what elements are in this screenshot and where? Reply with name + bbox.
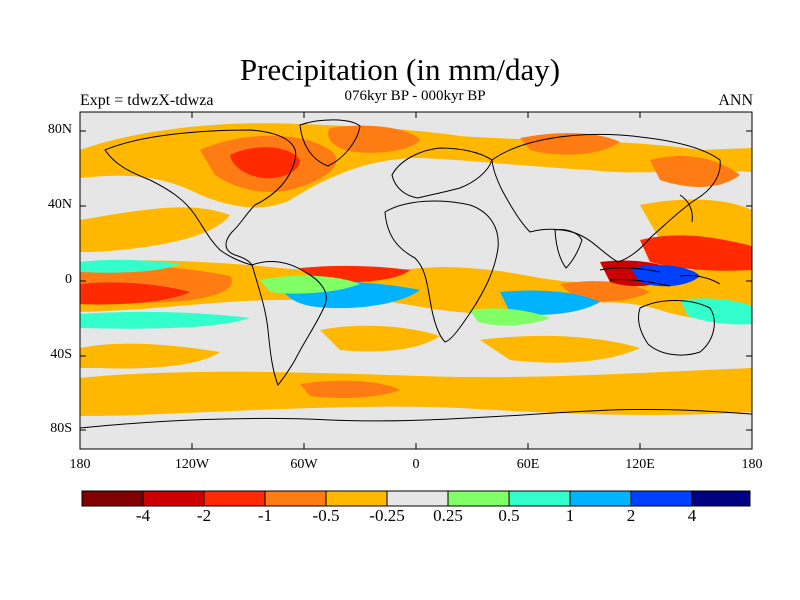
- colorbar-label: 0.5: [498, 506, 520, 525]
- colorbar-box-7: [508, 490, 571, 507]
- colorbar-box-4: [325, 490, 388, 507]
- tropical-dry-belt: [80, 258, 752, 320]
- asia-outline: [491, 133, 721, 263]
- southern-ocean-dry-band: [80, 368, 752, 416]
- lon-label-0: 0: [412, 457, 420, 472]
- north-america-outline: [104, 129, 297, 266]
- colorbar-label: -0.5: [312, 506, 340, 525]
- colorbar-box-3: [264, 490, 327, 507]
- greenland-outline: [299, 119, 361, 167]
- colorbar-label: 0.25: [433, 506, 463, 525]
- colorbar-box-1: [142, 490, 205, 507]
- lon-label-180-left: 180: [69, 457, 91, 472]
- lat-label-40s: 40S: [50, 347, 72, 362]
- indonesia-outline: [599, 267, 721, 287]
- west-pacific-dry-core: [640, 235, 752, 271]
- africa-outline: [384, 200, 499, 343]
- atlantic-wet-margin: [260, 275, 360, 294]
- colorbar-box-0: [81, 490, 144, 507]
- west-pacific-wet: [630, 265, 700, 287]
- colorbar-label: -1: [257, 506, 273, 525]
- colorbar-box-9: [630, 490, 693, 507]
- colorbar-label: 4: [687, 506, 697, 525]
- colorbar-box-6: [447, 490, 510, 507]
- lon-label-120e: 120E: [625, 457, 655, 472]
- continent-outlines: [80, 119, 752, 429]
- lat-label-0: 0: [65, 272, 72, 287]
- colorbar-label: 2: [626, 506, 636, 525]
- lat-label-40n: 40N: [47, 197, 72, 212]
- period-label: 076kyr BP - 000kyr BP: [344, 88, 486, 104]
- precipitation-field: [80, 123, 752, 416]
- central-pacific-strong-dry: [80, 282, 190, 305]
- lat-label-80s: 80S: [50, 421, 72, 436]
- lon-label-120w: 120W: [174, 457, 210, 472]
- east-asia-dry-patch: [650, 155, 740, 187]
- southern-ocean-dry-core: [300, 380, 400, 398]
- colorbar-label: -4: [135, 506, 151, 525]
- lon-label-180-right: 180: [741, 457, 763, 472]
- colorbar-label: -2: [196, 506, 212, 525]
- south-atlantic-dry-patches: [320, 325, 440, 352]
- lon-label-60e: 60E: [516, 457, 540, 472]
- season-label: ANN: [718, 92, 753, 109]
- pacific-wet-band-south: [80, 311, 250, 329]
- lon-tick-marks: [79, 112, 753, 449]
- north-atlantic-strong-dry: [230, 147, 300, 179]
- south-pacific-wet: [680, 298, 752, 325]
- south-indian-dry-patches: [480, 335, 640, 363]
- colorbar-label: 1: [565, 506, 575, 525]
- colorbar-label: -0.25: [369, 506, 405, 525]
- india-outline: [554, 229, 583, 269]
- colorbar: [81, 490, 751, 507]
- south-pacific-dry-patches: [80, 343, 220, 369]
- south-america-outline: [251, 261, 327, 386]
- colorbar-box-10: [691, 490, 751, 507]
- antarctica-outline: [80, 408, 752, 429]
- colorbar-box-2: [203, 490, 266, 507]
- siberia-dry-patch: [520, 133, 620, 155]
- colorbar-box-5: [386, 490, 449, 507]
- indian-wet-margin: [470, 308, 550, 326]
- lat-label-80n: 80N: [47, 122, 72, 137]
- lat-tick-marks: [80, 130, 752, 431]
- lon-label-60w: 60W: [290, 457, 318, 472]
- map-title: Precipitation (in mm/day): [239, 52, 561, 87]
- indian-wet-zone: [500, 290, 600, 315]
- experiment-label: Expt = tdwzX-tdwza: [80, 92, 214, 109]
- japan-outline: [679, 194, 693, 223]
- colorbar-box-8: [569, 490, 632, 507]
- europe-outline: [391, 147, 493, 199]
- pacific-wet-band: [80, 259, 180, 273]
- north-pacific-dry-band: [80, 207, 230, 252]
- australia-outline: [637, 300, 715, 356]
- west-pacific-dry-band: [640, 199, 752, 248]
